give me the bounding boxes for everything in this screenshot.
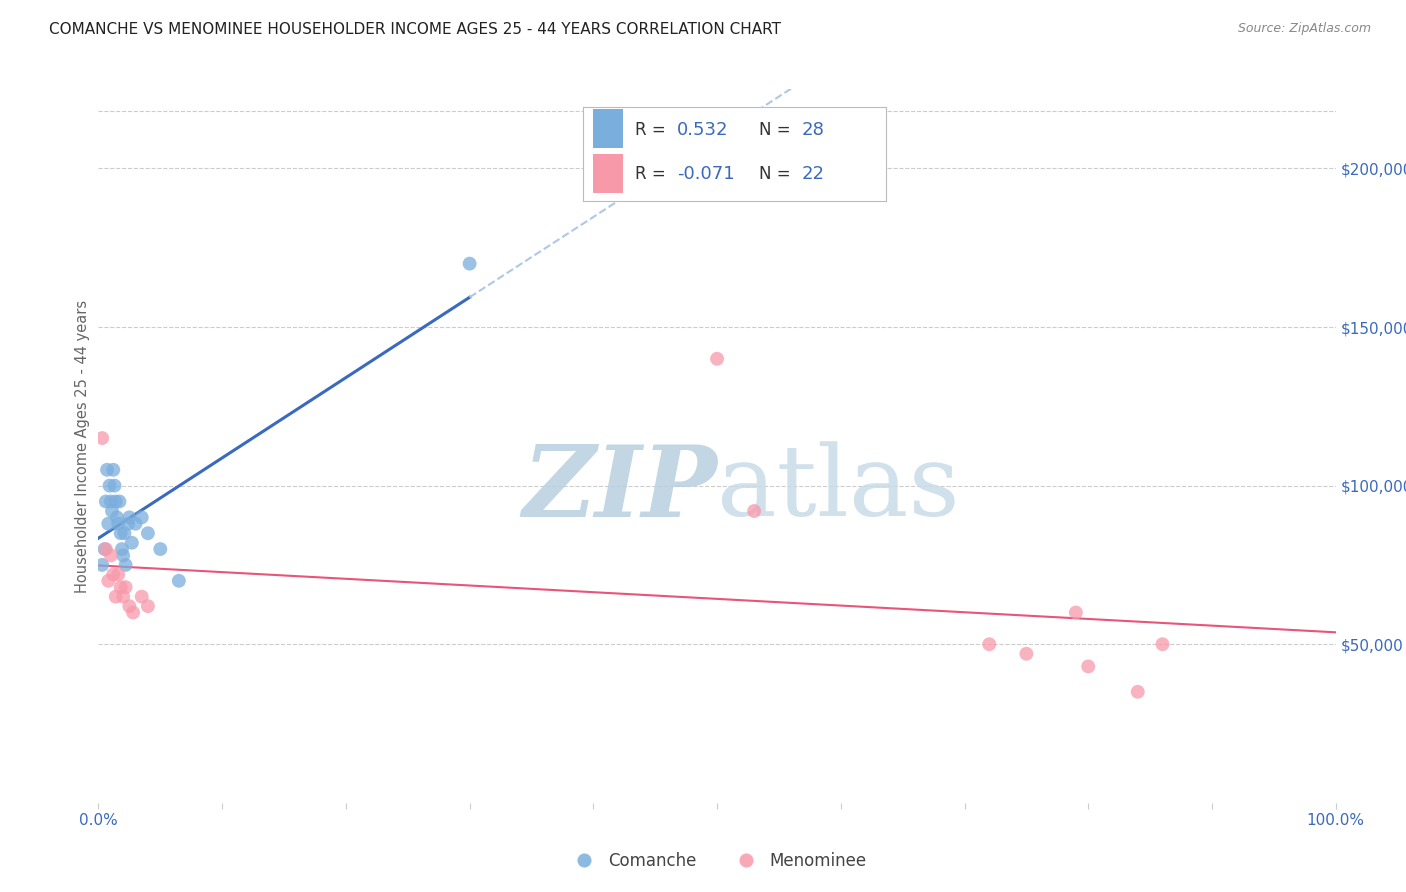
Point (1077, 659, 1099, 673)
Text: 22: 22 (801, 166, 824, 184)
Point (112, 549, 135, 563)
Point (167, 574, 190, 588)
Point (1015, 647, 1038, 661)
Point (742, 504, 765, 518)
Point (98, 478, 121, 492)
Point (122, 606, 145, 620)
Point (131, 590, 153, 604)
Point (100, 494, 122, 508)
Point (93, 542, 115, 557)
Point (114, 580, 136, 594)
Point (97, 574, 120, 588)
Point (121, 535, 143, 549)
Y-axis label: Householder Income Ages 25 - 44 years: Householder Income Ages 25 - 44 years (75, 300, 90, 592)
Point (110, 580, 132, 594)
Text: R =: R = (636, 120, 671, 138)
Point (104, 494, 127, 508)
Bar (592, 153, 623, 194)
Point (94, 494, 117, 508)
Point (103, 567, 125, 582)
Point (96, 463, 118, 477)
Text: N =: N = (759, 166, 796, 184)
Point (124, 516, 146, 531)
Point (118, 510, 141, 524)
Text: N =: N = (759, 120, 796, 138)
Text: atlas: atlas (717, 441, 960, 537)
Point (131, 510, 153, 524)
Bar (592, 109, 623, 148)
Point (114, 558, 136, 572)
Point (103, 478, 125, 492)
Point (136, 526, 159, 541)
Point (1064, 606, 1087, 620)
Point (118, 599, 141, 614)
Point (103, 463, 125, 477)
Text: COMANCHE VS MENOMINEE HOUSEHOLDER INCOME AGES 25 - 44 YEARS CORRELATION CHART: COMANCHE VS MENOMINEE HOUSEHOLDER INCOME… (49, 22, 782, 37)
Point (91, 558, 114, 572)
Point (108, 494, 131, 508)
Legend: Comanche, Menominee: Comanche, Menominee (561, 846, 873, 877)
Point (149, 542, 172, 557)
Point (1152, 637, 1174, 651)
Point (112, 590, 135, 604)
Point (112, 526, 135, 541)
Point (117, 516, 139, 531)
Text: Source: ZipAtlas.com: Source: ZipAtlas.com (1237, 22, 1371, 36)
Text: -0.071: -0.071 (678, 166, 735, 184)
Point (107, 516, 129, 531)
Point (105, 510, 128, 524)
Point (706, 351, 728, 366)
Text: 0.532: 0.532 (678, 120, 728, 138)
Point (458, 257, 481, 271)
Point (97, 516, 120, 531)
Point (111, 542, 134, 557)
Point (110, 526, 132, 541)
Point (107, 567, 129, 582)
Point (100, 549, 122, 563)
Point (101, 504, 124, 518)
Point (1126, 685, 1149, 699)
Point (91, 431, 114, 445)
Point (979, 637, 1001, 651)
Text: ZIP: ZIP (522, 441, 717, 537)
Text: R =: R = (636, 166, 671, 184)
Point (136, 599, 159, 614)
Point (104, 590, 127, 604)
Text: 28: 28 (801, 120, 824, 138)
Point (94, 542, 117, 557)
